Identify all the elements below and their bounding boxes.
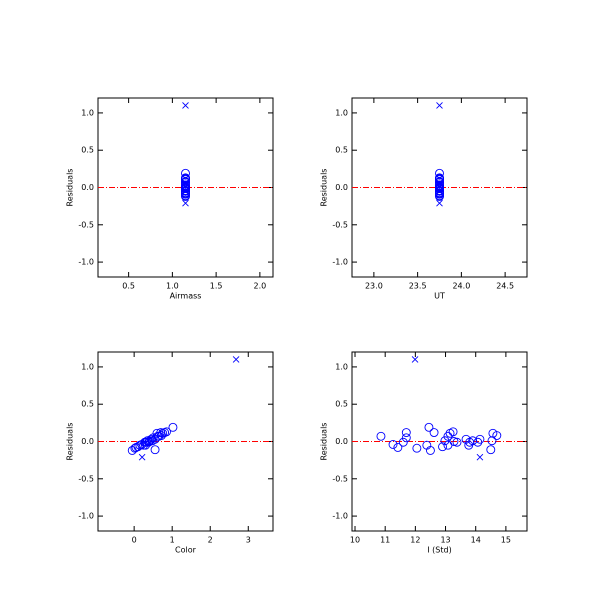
x-tick-label: 1.0 xyxy=(166,282,179,291)
point xyxy=(452,437,462,447)
x-axis-label: Color xyxy=(175,546,197,555)
point xyxy=(181,191,190,201)
y-tick-label: 1.0 xyxy=(81,108,94,117)
x-tick-label: 10 xyxy=(350,536,360,545)
x-tick-label: 23.5 xyxy=(409,282,427,291)
point xyxy=(412,443,422,453)
point xyxy=(435,191,444,201)
y-tick-label: 0.5 xyxy=(335,146,348,155)
point xyxy=(411,356,419,363)
x-tick-label: 14 xyxy=(471,536,481,545)
x-axis-label: UT xyxy=(434,292,445,301)
point xyxy=(401,433,411,443)
point xyxy=(181,186,190,196)
point xyxy=(475,434,485,444)
point xyxy=(435,182,444,192)
point xyxy=(168,422,178,432)
y-axis-label: Residuals xyxy=(320,169,329,207)
y-tick-label: -1.0 xyxy=(78,512,94,521)
y-tick-label: 0.5 xyxy=(335,400,348,409)
x-tick-label: 3 xyxy=(246,536,251,545)
y-tick-label: -1.0 xyxy=(78,258,94,267)
point xyxy=(138,453,146,461)
y-tick-label: -0.5 xyxy=(332,474,348,483)
point xyxy=(181,177,190,186)
point xyxy=(142,437,152,447)
point xyxy=(443,431,453,441)
point xyxy=(388,440,398,449)
point xyxy=(476,453,484,461)
x-tick-label: 2.0 xyxy=(254,282,267,291)
point xyxy=(443,440,453,450)
point xyxy=(436,102,443,109)
x-tick-label: 0.5 xyxy=(122,282,135,291)
point xyxy=(492,431,502,440)
point xyxy=(398,437,408,447)
point xyxy=(393,443,403,452)
point xyxy=(429,428,439,437)
y-tick-label: -1.0 xyxy=(332,258,348,267)
point xyxy=(435,186,444,196)
point xyxy=(181,174,190,184)
y-tick-label: 0.0 xyxy=(81,437,94,446)
y-axis-label: Residuals xyxy=(320,423,329,461)
point xyxy=(425,446,435,455)
point xyxy=(435,177,444,186)
point xyxy=(440,436,450,446)
x-tick-label: 11 xyxy=(380,536,390,545)
point xyxy=(401,428,411,437)
x-tick-label: 24.5 xyxy=(496,282,514,291)
x-tick-label: 1.5 xyxy=(210,282,223,291)
y-axis-label: Residuals xyxy=(66,423,75,461)
point xyxy=(152,428,162,438)
y-tick-label: -0.5 xyxy=(332,220,348,229)
x-tick-label: 23.0 xyxy=(365,282,383,291)
y-tick-label: 0.0 xyxy=(81,183,94,192)
y-tick-label: 1.0 xyxy=(335,108,348,117)
point xyxy=(376,431,386,441)
x-tick-label: 1 xyxy=(170,536,175,545)
y-tick-label: 0.5 xyxy=(81,400,94,409)
x-tick-label: 24.0 xyxy=(452,282,470,291)
point xyxy=(158,428,168,438)
point xyxy=(486,445,496,455)
y-tick-label: 1.0 xyxy=(335,362,348,371)
y-tick-label: -1.0 xyxy=(332,512,348,521)
x-tick-label: 13 xyxy=(440,536,450,545)
y-tick-label: 0.5 xyxy=(81,146,94,155)
point xyxy=(147,436,157,446)
point xyxy=(424,422,434,432)
point xyxy=(150,434,160,444)
y-tick-label: -0.5 xyxy=(78,220,94,229)
point xyxy=(436,199,443,207)
point xyxy=(435,174,444,184)
point xyxy=(487,436,497,446)
point xyxy=(473,437,483,447)
point xyxy=(157,431,166,440)
point xyxy=(182,102,189,109)
point xyxy=(150,445,160,455)
point xyxy=(448,427,458,437)
x-axis-label: I (Std) xyxy=(427,546,451,555)
x-tick-label: 0 xyxy=(132,536,137,545)
y-axis-label: Residuals xyxy=(66,169,75,207)
point xyxy=(468,436,478,446)
x-tick-label: 2 xyxy=(208,536,213,545)
x-tick-label: 12 xyxy=(410,536,420,545)
x-axis-label: Airmass xyxy=(170,292,202,301)
y-tick-label: 1.0 xyxy=(81,362,94,371)
point xyxy=(438,442,447,452)
y-tick-label: -0.5 xyxy=(78,474,94,483)
point xyxy=(182,199,189,207)
point xyxy=(232,356,240,363)
x-tick-label: 15 xyxy=(501,536,511,545)
y-tick-label: 0.0 xyxy=(335,183,348,192)
y-tick-label: 0.0 xyxy=(335,437,348,446)
point xyxy=(181,182,190,192)
